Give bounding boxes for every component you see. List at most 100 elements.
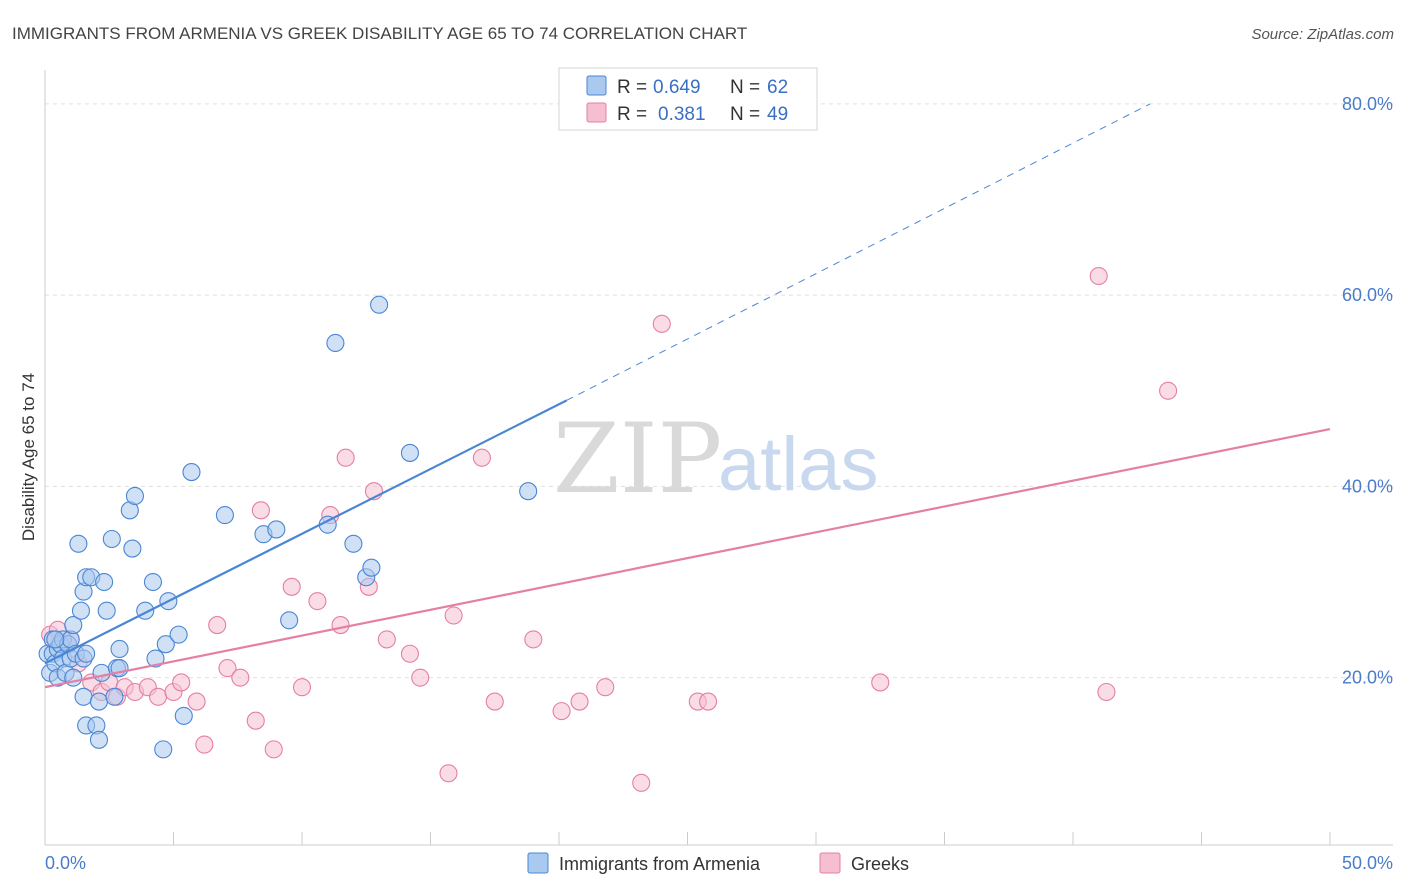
armenia-point xyxy=(370,295,389,314)
y-tick-label: 40.0% xyxy=(1342,476,1393,496)
greeks-point xyxy=(1097,682,1116,702)
bottom-legend-label-greeks: Greeks xyxy=(851,854,909,874)
legend-r-value-greeks: 0.381 xyxy=(658,104,706,125)
armenia-point xyxy=(182,463,201,482)
series-armenia-points xyxy=(38,295,538,759)
trend-line-armenia-extension xyxy=(566,103,1151,401)
armenia-point xyxy=(169,625,188,644)
greeks-point xyxy=(439,764,458,783)
greeks-point xyxy=(652,314,671,333)
armenia-point xyxy=(125,486,144,506)
greeks-point xyxy=(264,740,283,759)
greeks-point xyxy=(552,702,571,721)
chart-title: IMMIGRANTS FROM ARMENIA VS GREEK DISABIL… xyxy=(12,24,747,43)
armenia-point xyxy=(64,616,83,635)
bottom-legend: Immigrants from Armenia Greeks xyxy=(527,852,909,874)
legend-box: R = 0.649 N = 62 R = 0.381 N = 49 xyxy=(558,67,818,131)
bottom-legend-swatch-armenia xyxy=(527,852,549,874)
greeks-point xyxy=(331,616,350,635)
greeks-point xyxy=(172,673,191,692)
greeks-point xyxy=(292,678,312,697)
greeks-point xyxy=(444,606,463,625)
armenia-point xyxy=(326,333,345,353)
legend-n-value-greeks: 49 xyxy=(767,104,788,125)
y-tick-label: 60.0% xyxy=(1342,285,1393,305)
greeks-point xyxy=(282,577,301,596)
armenia-point xyxy=(156,635,175,654)
greeks-point xyxy=(377,630,396,649)
armenia-point xyxy=(95,572,114,592)
armenia-point xyxy=(69,534,88,553)
armenia-point xyxy=(519,482,538,501)
legend-n-label-greeks: N = xyxy=(730,104,760,125)
watermark: ZIP atlas xyxy=(553,403,879,515)
legend-r-value-armenia: 0.649 xyxy=(653,77,701,98)
greeks-point xyxy=(251,501,270,520)
armenia-point xyxy=(146,649,165,668)
armenia-point xyxy=(102,529,121,549)
y-tick-label: 20.0% xyxy=(1342,668,1393,688)
greeks-point xyxy=(195,735,214,754)
armenia-point xyxy=(143,572,162,592)
x-minor-ticks xyxy=(44,832,1331,845)
watermark-zip: ZIP xyxy=(553,403,722,515)
greeks-point xyxy=(231,668,250,687)
legend-r-label-greeks: R = xyxy=(617,104,647,125)
greeks-point xyxy=(1159,381,1178,400)
legend-swatch-armenia xyxy=(586,75,607,96)
armenia-point xyxy=(110,639,129,659)
legend-n-label-armenia: N = xyxy=(730,77,760,98)
greeks-point xyxy=(218,659,237,678)
y-tick-label: 80.0% xyxy=(1342,94,1393,114)
armenia-point xyxy=(123,539,142,558)
greeks-point xyxy=(149,687,168,706)
greeks-point xyxy=(699,692,718,711)
watermark-atlas: atlas xyxy=(718,422,879,507)
greeks-point xyxy=(336,448,355,467)
trend-lines xyxy=(44,103,1331,689)
greeks-point xyxy=(308,592,327,611)
armenia-point xyxy=(46,630,65,649)
armenia-point xyxy=(400,443,419,462)
greeks-point xyxy=(485,692,504,711)
armenia-point xyxy=(215,506,234,525)
armenia-point xyxy=(74,687,93,706)
armenia-point xyxy=(92,663,111,682)
armenia-point xyxy=(344,534,363,553)
greeks-point xyxy=(596,678,615,697)
greeks-point xyxy=(632,773,651,792)
armenia-point xyxy=(154,740,173,759)
armenia-point xyxy=(97,601,116,620)
x-tick-label-max: 50.0% xyxy=(1342,853,1393,873)
armenia-point xyxy=(280,611,299,630)
greeks-point xyxy=(246,711,265,730)
armenia-point xyxy=(77,644,96,663)
armenia-point xyxy=(89,692,109,711)
legend-r-label-armenia: R = xyxy=(617,77,647,98)
greeks-point xyxy=(208,616,227,635)
trend-line-armenia xyxy=(44,399,568,665)
greeks-point xyxy=(524,630,543,649)
x-tick-label-min: 0.0% xyxy=(45,853,86,873)
grid xyxy=(45,103,1393,679)
bottom-legend-label-armenia: Immigrants from Armenia xyxy=(559,854,761,874)
bottom-legend-swatch-greeks xyxy=(819,852,841,874)
greeks-point xyxy=(570,692,589,711)
armenia-point xyxy=(174,706,193,725)
greeks-point xyxy=(1089,266,1108,286)
greeks-point xyxy=(400,644,419,663)
greeks-point xyxy=(187,692,206,711)
armenia-point xyxy=(89,730,109,749)
greeks-point xyxy=(871,673,890,692)
armenia-point xyxy=(71,601,91,620)
legend-n-value-armenia: 62 xyxy=(767,77,788,98)
armenia-point xyxy=(362,558,381,577)
y-axis-label: Disability Age 65 to 74 xyxy=(19,373,38,541)
legend-swatch-greeks xyxy=(586,102,607,123)
armenia-point xyxy=(267,520,286,539)
greeks-point xyxy=(472,448,491,467)
greeks-point xyxy=(411,668,430,687)
chart-source: Source: ZipAtlas.com xyxy=(1251,26,1394,43)
series-greeks-points xyxy=(41,266,1178,792)
